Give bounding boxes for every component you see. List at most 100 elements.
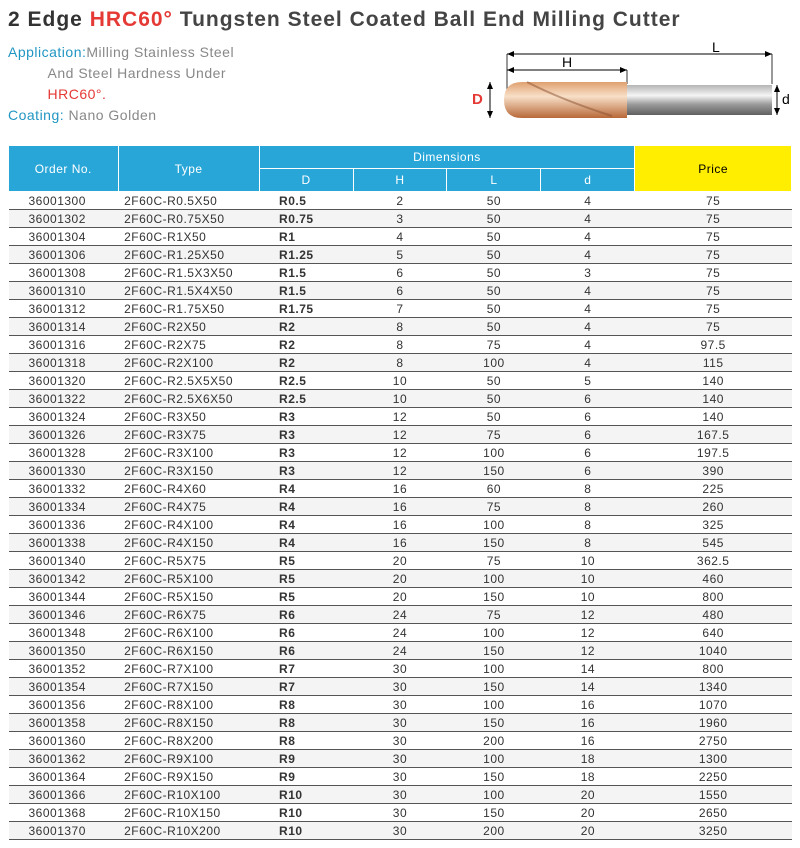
cell-d: R4 <box>259 534 353 552</box>
cell-h: 16 <box>353 516 447 534</box>
cell-order: 36001342 <box>9 570 119 588</box>
cell-dd: 8 <box>541 498 635 516</box>
cell-price: 1040 <box>635 642 792 660</box>
cell-type: 2F60C-R3X150 <box>118 462 259 480</box>
cell-dd: 18 <box>541 768 635 786</box>
cell-type: 2F60C-R1.5X4X50 <box>118 282 259 300</box>
cell-l: 75 <box>447 606 541 624</box>
cell-type: 2F60C-R2.5X5X50 <box>118 372 259 390</box>
cell-h: 3 <box>353 210 447 228</box>
cell-dd: 6 <box>541 462 635 480</box>
cell-l: 75 <box>447 336 541 354</box>
cell-l: 100 <box>447 444 541 462</box>
title-suffix: Tungsten Steel Coated Ball End Milling C… <box>173 8 681 31</box>
coating-value: Nano Golden <box>64 107 156 123</box>
cell-h: 24 <box>353 606 447 624</box>
cell-order: 36001358 <box>9 714 119 732</box>
cell-l: 50 <box>447 390 541 408</box>
cell-h: 6 <box>353 282 447 300</box>
cell-h: 12 <box>353 408 447 426</box>
cell-l: 200 <box>447 732 541 750</box>
cell-l: 75 <box>447 552 541 570</box>
table-row: 360013342F60C-R4X75R416758260 <box>9 498 792 516</box>
cell-h: 8 <box>353 336 447 354</box>
cell-d: R9 <box>259 750 353 768</box>
table-body: 360013002F60C-R0.5X50R0.5250475360013022… <box>9 192 792 840</box>
cell-order: 36001352 <box>9 660 119 678</box>
cell-type: 2F60C-R0.5X50 <box>118 192 259 210</box>
cell-h: 30 <box>353 696 447 714</box>
cell-l: 50 <box>447 264 541 282</box>
table-row: 360013042F60C-R1X50R1450475 <box>9 228 792 246</box>
table-row: 360013322F60C-R4X60R416608225 <box>9 480 792 498</box>
table-row: 360013302F60C-R3X150R3121506390 <box>9 462 792 480</box>
cell-type: 2F60C-R8X100 <box>118 696 259 714</box>
table-row: 360013462F60C-R6X75R6247512480 <box>9 606 792 624</box>
cell-l: 75 <box>447 498 541 516</box>
cell-d: R10 <box>259 822 353 840</box>
cell-order: 36001302 <box>9 210 119 228</box>
cell-dd: 8 <box>541 516 635 534</box>
cell-type: 2F60C-R3X75 <box>118 426 259 444</box>
table-row: 360013582F60C-R8X150R830150161960 <box>9 714 792 732</box>
cell-price: 3250 <box>635 822 792 840</box>
cell-l: 150 <box>447 588 541 606</box>
cell-dd: 16 <box>541 714 635 732</box>
table-row: 360013222F60C-R2.5X6X50R2.510506140 <box>9 390 792 408</box>
cell-dd: 16 <box>541 732 635 750</box>
cell-dd: 20 <box>541 822 635 840</box>
cell-l: 50 <box>447 210 541 228</box>
cell-order: 36001364 <box>9 768 119 786</box>
table-row: 360013622F60C-R9X100R930100181300 <box>9 750 792 768</box>
cell-price: 197.5 <box>635 444 792 462</box>
header-h-col: H <box>353 169 447 192</box>
cell-d: R5 <box>259 552 353 570</box>
cell-order: 36001366 <box>9 786 119 804</box>
header-dd-col: d <box>541 169 635 192</box>
cell-type: 2F60C-R4X75 <box>118 498 259 516</box>
cell-h: 20 <box>353 552 447 570</box>
cell-order: 36001362 <box>9 750 119 768</box>
table-row: 360013562F60C-R8X100R830100161070 <box>9 696 792 714</box>
cell-price: 800 <box>635 660 792 678</box>
cell-l: 100 <box>447 570 541 588</box>
cell-order: 36001370 <box>9 822 119 840</box>
cell-price: 480 <box>635 606 792 624</box>
cell-price: 167.5 <box>635 426 792 444</box>
cell-dd: 5 <box>541 372 635 390</box>
product-title: 2 Edge HRC60° Tungsten Steel Coated Ball… <box>8 8 792 32</box>
cell-l: 150 <box>447 768 541 786</box>
cell-d: R1 <box>259 228 353 246</box>
cell-order: 36001306 <box>9 246 119 264</box>
cell-type: 2F60C-R1.75X50 <box>118 300 259 318</box>
cell-l: 150 <box>447 462 541 480</box>
cell-h: 8 <box>353 318 447 336</box>
header-order: Order No. <box>9 146 119 192</box>
cell-l: 150 <box>447 534 541 552</box>
cell-d: R1.75 <box>259 300 353 318</box>
table-row: 360013142F60C-R2X50R2850475 <box>9 318 792 336</box>
cell-d: R7 <box>259 678 353 696</box>
application-line1: Milling Stainless Steel <box>86 44 234 60</box>
table-row: 360013542F60C-R7X150R730150141340 <box>9 678 792 696</box>
cell-dd: 3 <box>541 264 635 282</box>
cell-order: 36001320 <box>9 372 119 390</box>
cell-type: 2F60C-R5X75 <box>118 552 259 570</box>
cell-dd: 18 <box>541 750 635 768</box>
cell-price: 1300 <box>635 750 792 768</box>
cell-dd: 12 <box>541 606 635 624</box>
cell-type: 2F60C-R10X200 <box>118 822 259 840</box>
cell-d: R2 <box>259 318 353 336</box>
cell-price: 2650 <box>635 804 792 822</box>
cell-h: 12 <box>353 444 447 462</box>
cell-order: 36001326 <box>9 426 119 444</box>
cell-dd: 6 <box>541 444 635 462</box>
cell-price: 2750 <box>635 732 792 750</box>
table-row: 360013522F60C-R7X100R73010014800 <box>9 660 792 678</box>
cell-l: 75 <box>447 426 541 444</box>
cell-type: 2F60C-R6X100 <box>118 624 259 642</box>
cell-d: R2.5 <box>259 390 353 408</box>
header-type: Type <box>118 146 259 192</box>
cell-price: 1070 <box>635 696 792 714</box>
cell-price: 75 <box>635 246 792 264</box>
